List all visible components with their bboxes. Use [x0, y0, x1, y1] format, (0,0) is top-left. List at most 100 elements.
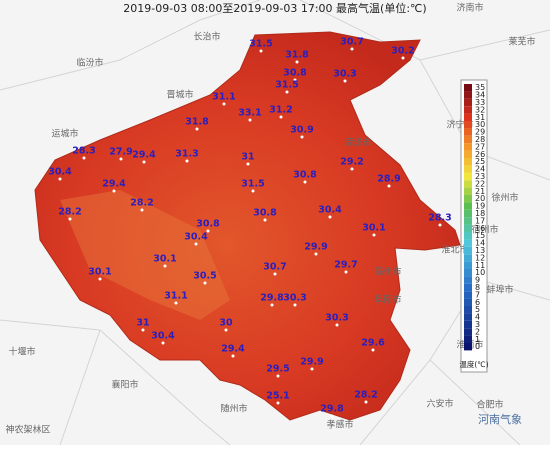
- legend-swatch: [464, 232, 472, 240]
- city-name: 阜阳市: [374, 294, 401, 306]
- station-value: 30: [219, 318, 233, 329]
- station-value: 30.9: [290, 125, 313, 136]
- legend-swatch: [464, 261, 472, 269]
- station-dot: [248, 118, 252, 122]
- legend-label: 31: [475, 113, 485, 122]
- legend-label: 16: [475, 224, 485, 233]
- station-value: 31.1: [212, 92, 235, 103]
- legend-swatch: [464, 128, 472, 136]
- station-value: 29.9: [300, 357, 323, 368]
- legend-swatch: [464, 172, 472, 181]
- legend-swatch: [464, 91, 472, 99]
- station-dot: [82, 156, 86, 160]
- station-value: 28.3: [428, 213, 451, 224]
- legend-label: 10: [475, 268, 485, 277]
- station-value: 29.4: [102, 179, 126, 190]
- legend-swatch: [464, 143, 472, 151]
- legend-swatch: [464, 209, 472, 218]
- station-dot: [112, 189, 116, 193]
- station-dot: [231, 354, 235, 358]
- legend-swatch: [464, 158, 472, 166]
- station-dot: [276, 401, 280, 405]
- city-name: 莱芜市: [508, 36, 535, 48]
- legend-label: 12: [475, 253, 485, 262]
- station-value: 28.9: [377, 174, 400, 185]
- station-dot: [276, 374, 280, 378]
- station-dot: [222, 102, 226, 106]
- station-value: 28.2: [58, 207, 81, 218]
- legend-swatch: [464, 187, 472, 195]
- station-value: 31.2: [269, 105, 292, 116]
- city-name: 徐州市: [491, 192, 518, 204]
- station-value: 30.3: [333, 69, 356, 80]
- legend-swatch: [464, 180, 472, 188]
- station-dot: [344, 270, 348, 274]
- station-dot: [279, 115, 283, 119]
- station-dot: [251, 189, 255, 193]
- station-dot: [387, 184, 391, 188]
- station-dot: [263, 218, 267, 222]
- city-name: 合肥市: [476, 399, 503, 411]
- station-value: 30.7: [340, 37, 363, 48]
- station-dot: [293, 303, 297, 307]
- station-dot: [206, 229, 210, 233]
- station-value: 30.5: [193, 271, 216, 282]
- legend-label: 27: [475, 142, 485, 151]
- legend-label: 22: [475, 179, 485, 188]
- station-value: 29.4: [221, 344, 245, 355]
- station-value: 28.3: [72, 146, 95, 157]
- station-value: 29.5: [266, 364, 289, 375]
- station-value: 30.4: [318, 205, 342, 216]
- station-value: 30.8: [196, 219, 220, 230]
- station-value: 30.3: [283, 293, 306, 304]
- legend-swatch: [464, 217, 472, 225]
- legend-label: 35: [475, 83, 485, 92]
- station-value: 30.8: [283, 68, 307, 79]
- station-value: 30.1: [88, 267, 111, 278]
- station-value: 30.3: [325, 313, 348, 324]
- station-dot: [140, 208, 144, 212]
- station-dot: [185, 159, 189, 163]
- station-dot: [141, 328, 145, 332]
- legend-label: 30: [475, 120, 485, 129]
- station-value: 28.2: [354, 390, 377, 401]
- station-dot: [364, 400, 368, 404]
- station-dot: [371, 348, 375, 352]
- legend-label: 7: [475, 290, 480, 299]
- station-dot: [343, 79, 347, 83]
- city-name: 随州市: [220, 403, 247, 415]
- city-name: 亳州市: [374, 266, 401, 278]
- legend-swatch: [464, 239, 472, 247]
- city-name: 蚌埠市: [486, 284, 513, 296]
- station-dot: [295, 60, 299, 64]
- legend-swatch: [464, 298, 472, 306]
- station-dot: [330, 414, 334, 418]
- legend-swatch: [464, 254, 472, 262]
- station-value: 30.4: [48, 167, 72, 178]
- legend-label: 4: [475, 313, 480, 322]
- station-dot: [246, 162, 250, 166]
- legend-label: 29: [475, 128, 485, 137]
- station-value: 31.5: [275, 80, 298, 91]
- station-value: 31.5: [249, 39, 272, 50]
- legend-swatch: [464, 313, 472, 321]
- city-name: 襄阳市: [111, 379, 138, 391]
- title: 2019-09-03 08:00至2019-09-03 17:00 最高气温(单…: [123, 1, 426, 15]
- legend-label: 14: [475, 239, 485, 248]
- station-dot: [438, 223, 442, 227]
- station-value: 30.4: [184, 232, 208, 243]
- legend-swatch: [464, 246, 472, 255]
- legend-swatch: [464, 84, 472, 92]
- station-value: 29.6: [361, 338, 385, 349]
- station-dot: [58, 177, 62, 181]
- city-name: 十堰市: [8, 346, 35, 358]
- station-value: 29.2: [340, 157, 363, 168]
- station-dot: [259, 49, 263, 53]
- legend-swatch: [464, 135, 472, 144]
- legend-swatch: [464, 113, 472, 121]
- legend-label: 9: [475, 276, 480, 285]
- station-dot: [372, 233, 376, 237]
- city-name: 晋城市: [166, 89, 193, 101]
- legend-label: 26: [475, 150, 485, 159]
